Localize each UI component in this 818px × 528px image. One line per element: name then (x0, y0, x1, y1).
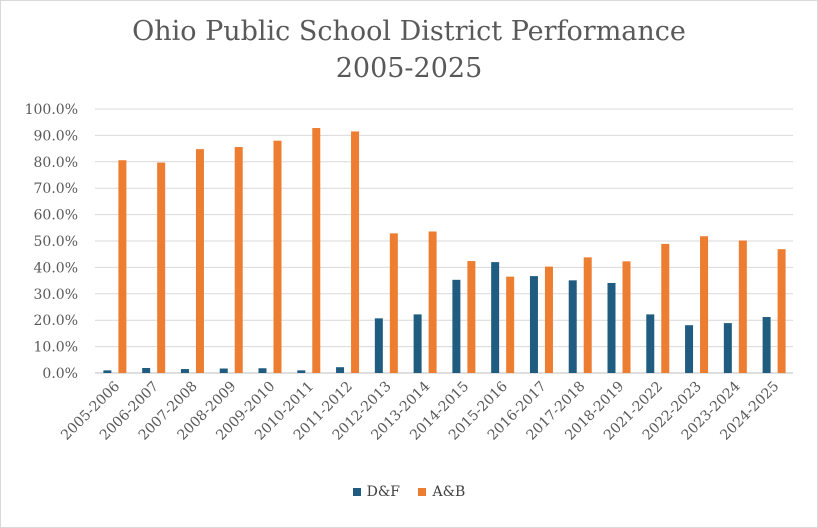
bar-df (452, 279, 461, 373)
bar-ab (157, 162, 166, 373)
bar-df (568, 280, 577, 373)
y-tick-label: 0.0% (42, 366, 78, 382)
y-tick-label: 90.0% (34, 128, 78, 144)
bar-df (103, 370, 112, 373)
bar-ab (234, 147, 243, 373)
bar-ab (622, 261, 631, 373)
y-tick-label: 70.0% (34, 181, 78, 197)
bar-ab (195, 149, 204, 373)
bar-ab (312, 128, 321, 373)
legend-item-df: D&F (352, 484, 401, 500)
bar-df (646, 314, 655, 373)
bar-ab (389, 233, 398, 373)
bar-ab (506, 276, 515, 373)
bar-ab (583, 257, 592, 373)
y-tick-label: 100.0% (25, 102, 78, 118)
legend-item-ab: A&B (418, 484, 465, 500)
bar-ab (700, 236, 709, 373)
y-tick-label: 10.0% (34, 340, 78, 356)
bar-ab (428, 231, 437, 373)
legend-label-df: D&F (366, 484, 401, 500)
y-tick-label: 60.0% (34, 208, 78, 224)
bar-df (219, 368, 228, 373)
bar-ab (777, 249, 786, 373)
bar-df (180, 369, 189, 373)
legend-swatch-ab (418, 488, 427, 496)
bar-ab (661, 243, 670, 373)
bar-df (142, 367, 151, 373)
y-tick-label: 50.0% (34, 234, 78, 250)
bar-df (762, 317, 771, 373)
bar-df (258, 368, 267, 373)
bar-ab (273, 140, 282, 373)
chart-title: Ohio Public School District Performance (132, 16, 686, 47)
bar-df (607, 282, 616, 373)
y-tick-label: 20.0% (34, 313, 78, 329)
bar-df (529, 276, 538, 373)
chart-subtitle: 2005-2025 (335, 53, 483, 84)
bar-ab (467, 261, 476, 373)
bar-df (491, 262, 500, 373)
y-tick-label: 80.0% (34, 155, 78, 171)
bar-ab (118, 160, 127, 373)
bar-df (413, 314, 422, 373)
bar-df (297, 370, 306, 373)
bar-ab (544, 266, 553, 373)
bar-df (723, 323, 732, 373)
y-tick-label: 40.0% (34, 260, 78, 276)
bar-ab (738, 240, 747, 373)
legend: D&F A&B (0, 484, 818, 500)
legend-label-ab: A&B (432, 484, 466, 500)
bar-ab (351, 131, 360, 373)
bar-df (374, 318, 383, 373)
bar-df (685, 325, 694, 373)
bar-df (336, 367, 345, 373)
y-tick-label: 30.0% (34, 287, 78, 303)
legend-swatch-df (352, 488, 361, 496)
